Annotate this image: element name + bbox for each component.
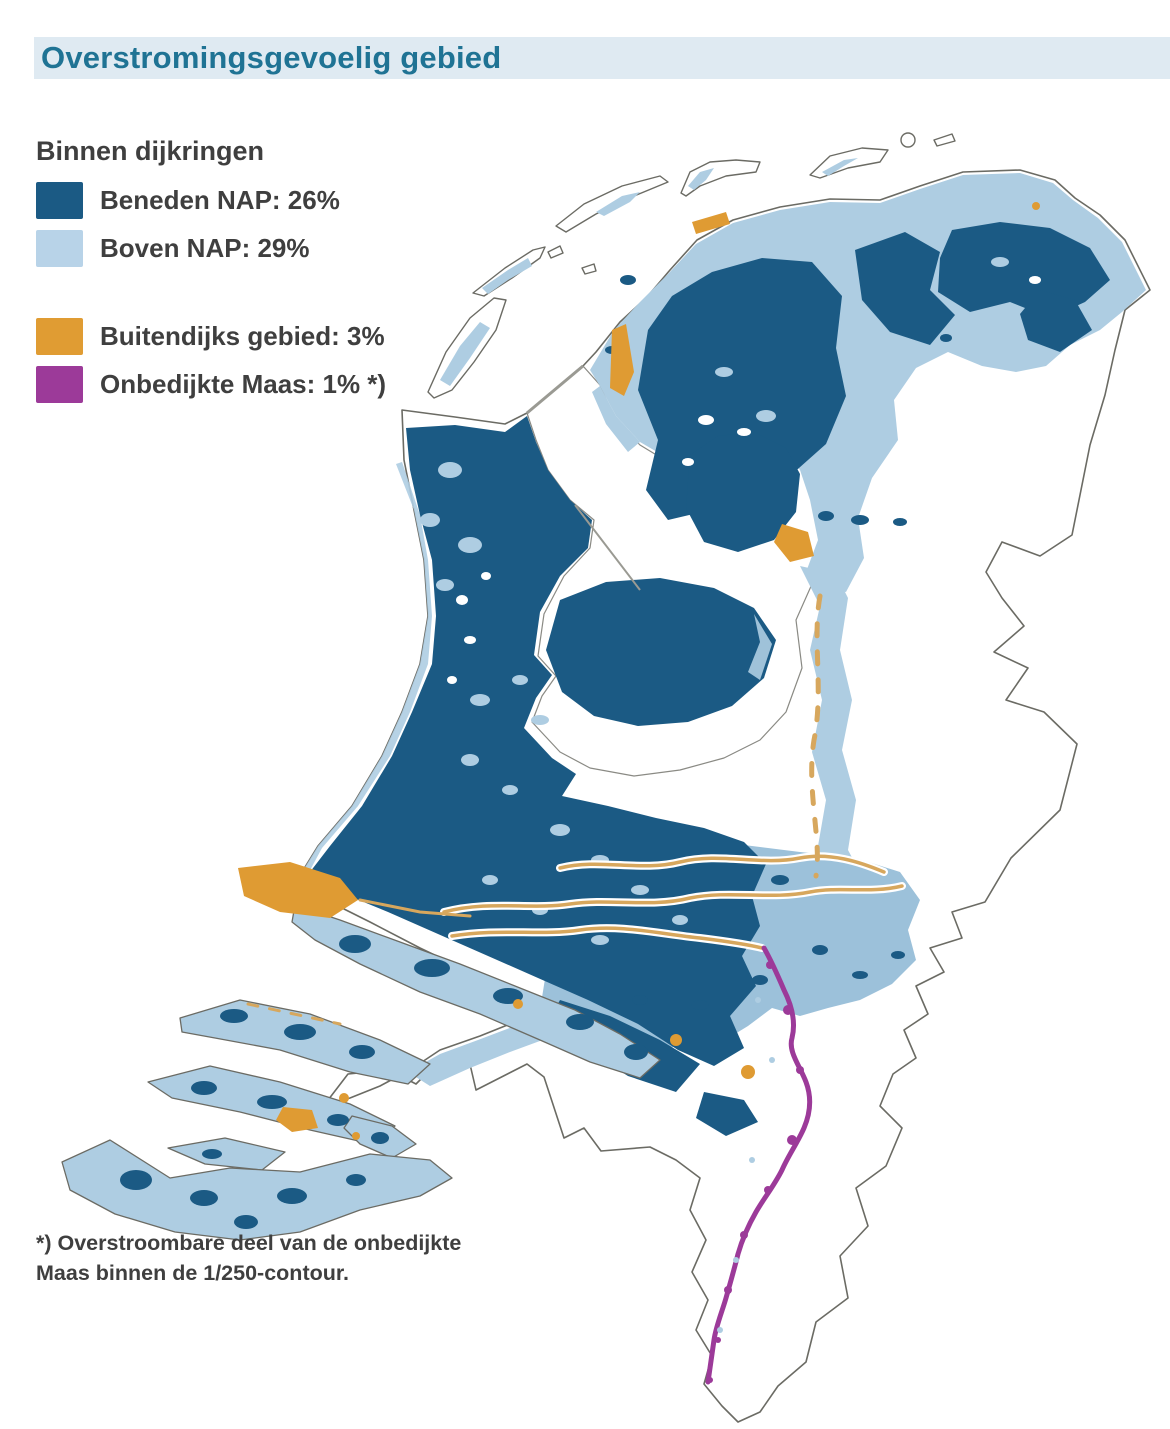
maas-fringe-specks xyxy=(717,997,775,1333)
wadden-light-patches xyxy=(440,158,858,386)
map-footnote: *) Overstroombare deel van de onbedijkte… xyxy=(36,1228,461,1288)
legend-item-buitendijks: Buitendijks gebied: 3% xyxy=(36,316,386,356)
legend-label: Boven NAP: 29% xyxy=(100,232,310,263)
afsluitdijk-line xyxy=(526,364,641,591)
legend-item-boven-nap: Boven NAP: 29% xyxy=(36,228,386,268)
buitendijks-areas xyxy=(238,202,1040,1140)
footnote-line: *) Overstroombare deel van de onbedijkte xyxy=(36,1231,462,1255)
page-title: Overstromingsgevoelig gebied xyxy=(41,40,502,75)
maas-line xyxy=(705,945,813,1385)
buitendijks-swatch xyxy=(36,317,83,355)
river-lines xyxy=(246,593,904,1026)
legend-label: Buitendijks gebied: 3% xyxy=(100,320,385,351)
footnote-line: Maas binnen de 1/250-contour. xyxy=(36,1261,350,1286)
beneden-nap-swatch xyxy=(36,181,83,219)
legend-label: Beneden NAP: 26% xyxy=(100,184,340,215)
legend-item-onbedijkte-maas: Onbedijkte Maas: 1% *) xyxy=(36,364,386,404)
map-texture-light xyxy=(420,257,1041,945)
legend-label: Onbedijkte Maas: 1% *) xyxy=(100,368,387,399)
maas-dots xyxy=(707,961,804,1383)
zeeland-dark-patches xyxy=(120,935,648,1229)
title-banner: Overstromingsgevoelig gebied xyxy=(34,37,1170,79)
legend-heading: Binnen dijkringen xyxy=(36,136,265,166)
legend-item-beneden-nap: Beneden NAP: 26% xyxy=(36,180,386,220)
boven-nap-swatch xyxy=(36,229,83,267)
map-legend: Binnen dijkringen Beneden NAP: 26% Boven… xyxy=(36,136,386,412)
onbedijkte-maas-swatch xyxy=(36,365,83,403)
